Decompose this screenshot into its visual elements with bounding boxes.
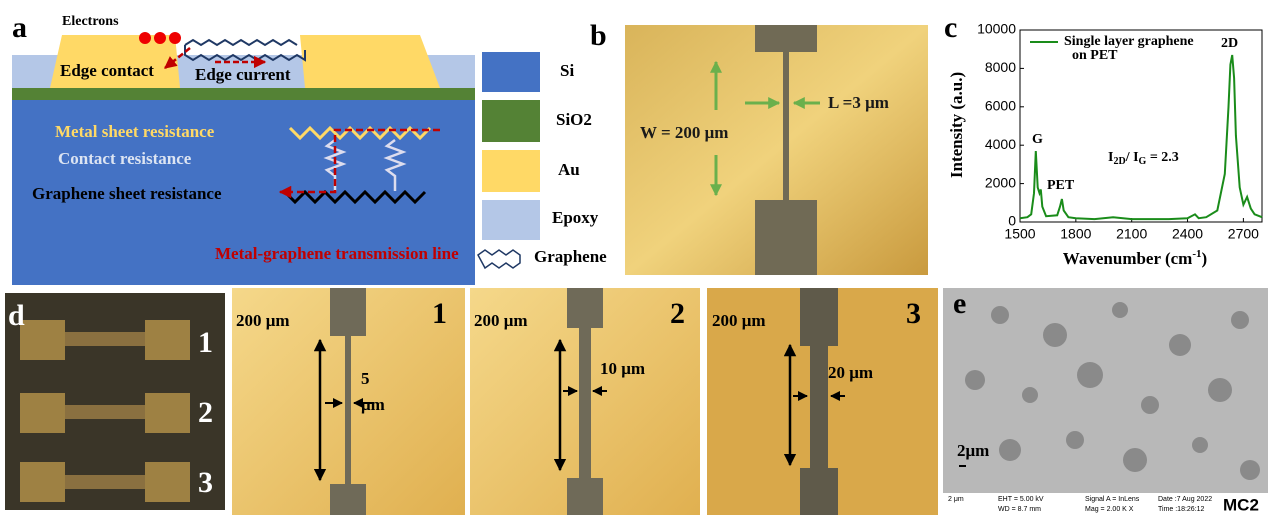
- annotation: on PET: [1072, 48, 1118, 63]
- x-label: ): [1202, 249, 1208, 268]
- annotation: G: [1032, 132, 1043, 147]
- micrograph-1: 200 μm 1 5 μm: [232, 288, 465, 515]
- figure: a Electrons Edge contact Edge current Me…: [0, 0, 1271, 517]
- x-tick-label: 1500: [1004, 226, 1035, 242]
- annotation: I2D/ IG = 2.3: [1108, 150, 1179, 167]
- x-tick-label: 2100: [1116, 226, 1147, 242]
- panel-e: e 2μm 2 μm EHT = 5.00 kV WD = 8.7 mm Sig…: [943, 287, 1268, 517]
- x-tick-label: 1800: [1060, 226, 1091, 242]
- logo: MC2: [1223, 495, 1259, 514]
- annotation: Graphene sheet resistance: [32, 184, 222, 203]
- ratio: = 2.3: [1146, 150, 1178, 165]
- micrograph-3: 200 μm 3 20 μm: [707, 288, 938, 515]
- device-number: 3: [198, 466, 213, 499]
- spectrum-line: [1020, 55, 1262, 219]
- y-axis-label: Intensity (a.u.): [947, 72, 966, 178]
- annotation: L =3 μm: [828, 93, 889, 112]
- annotation: 2D: [1221, 36, 1238, 51]
- device-number: 1: [198, 326, 213, 359]
- annotation: Contact resistance: [58, 149, 192, 168]
- gap-label: 5: [361, 369, 370, 388]
- sem-info: WD = 8.7 mm: [998, 506, 1041, 513]
- micrograph-2: 200 μm 2 10 μm: [470, 288, 700, 515]
- panel-label: d: [8, 299, 25, 332]
- y-tick-label: 8000: [985, 59, 1016, 75]
- panel-label: b: [590, 19, 607, 52]
- scale-label: 200 μm: [474, 311, 528, 330]
- annotation: Metal-graphene transmission line: [215, 244, 459, 263]
- gap-label: μm: [361, 395, 385, 414]
- sem-info: EHT = 5.00 kV: [998, 496, 1044, 503]
- scale-label: 2μm: [957, 441, 989, 460]
- annotation: Edge contact: [60, 61, 154, 80]
- ratio: / I: [1125, 150, 1139, 165]
- legend-label: SiO2: [556, 110, 592, 129]
- annotation: Electrons: [62, 14, 119, 29]
- panel-d: d 1 2 3 200 μm 1 5 μm 200 μm 2 10 μm: [5, 288, 938, 515]
- panel-label: c: [944, 11, 957, 44]
- annotation: W = 200 μm: [640, 123, 728, 142]
- ratio: 2D: [1113, 156, 1125, 167]
- x-tick-label: 2400: [1172, 226, 1203, 242]
- device-number: 2: [670, 297, 685, 330]
- scale-label: 200 μm: [236, 311, 290, 330]
- x-label: Wavenumber (cm: [1063, 249, 1193, 268]
- x-axis-label: Wavenumber (cm-1): [1063, 248, 1207, 268]
- device-number: 3: [906, 297, 921, 330]
- annotation: PET: [1047, 178, 1075, 193]
- annotation: Metal sheet resistance: [55, 122, 215, 141]
- y-tick-label: 10000: [977, 21, 1016, 37]
- legend-label: Si: [560, 61, 574, 80]
- panel-c: c on PET G PET 2D I2D/ IG = 2.3 Intensit…: [944, 11, 1262, 268]
- sem-info: Mag = 2.00 K X: [1085, 506, 1134, 513]
- panel-b: b W = 200 μm L =3 μm: [590, 19, 928, 275]
- y-tick-label: 2000: [985, 174, 1016, 190]
- sem-info: Date :7 Aug 2022: [1158, 496, 1212, 503]
- legend-label: Au: [558, 160, 580, 179]
- panel-label: a: [12, 11, 27, 44]
- sio2-layer: [12, 88, 475, 100]
- device-number: 2: [198, 396, 213, 429]
- y-tick-label: 4000: [985, 136, 1016, 152]
- x-label: -1: [1192, 248, 1201, 260]
- gap-label: 10 μm: [600, 359, 645, 378]
- legend-label: Epoxy: [552, 208, 599, 227]
- y-tick-label: 6000: [985, 98, 1016, 114]
- annotation: Edge current: [195, 65, 291, 84]
- sem-info: Time :18:26:12: [1158, 506, 1205, 513]
- sem-info: 2 μm: [948, 496, 964, 503]
- x-tick-label: 2700: [1228, 226, 1259, 242]
- legend-label: Graphene: [534, 247, 607, 266]
- gap-label: 20 μm: [828, 363, 873, 382]
- legend-label: Single layer graphene: [1064, 34, 1194, 49]
- scale-label: 200 μm: [712, 311, 766, 330]
- sem-info: Signal A = InLens: [1085, 496, 1140, 503]
- panel-a: a Electrons Edge contact Edge current Me…: [12, 11, 607, 285]
- device-number: 1: [432, 297, 447, 330]
- panel-label: e: [953, 287, 966, 320]
